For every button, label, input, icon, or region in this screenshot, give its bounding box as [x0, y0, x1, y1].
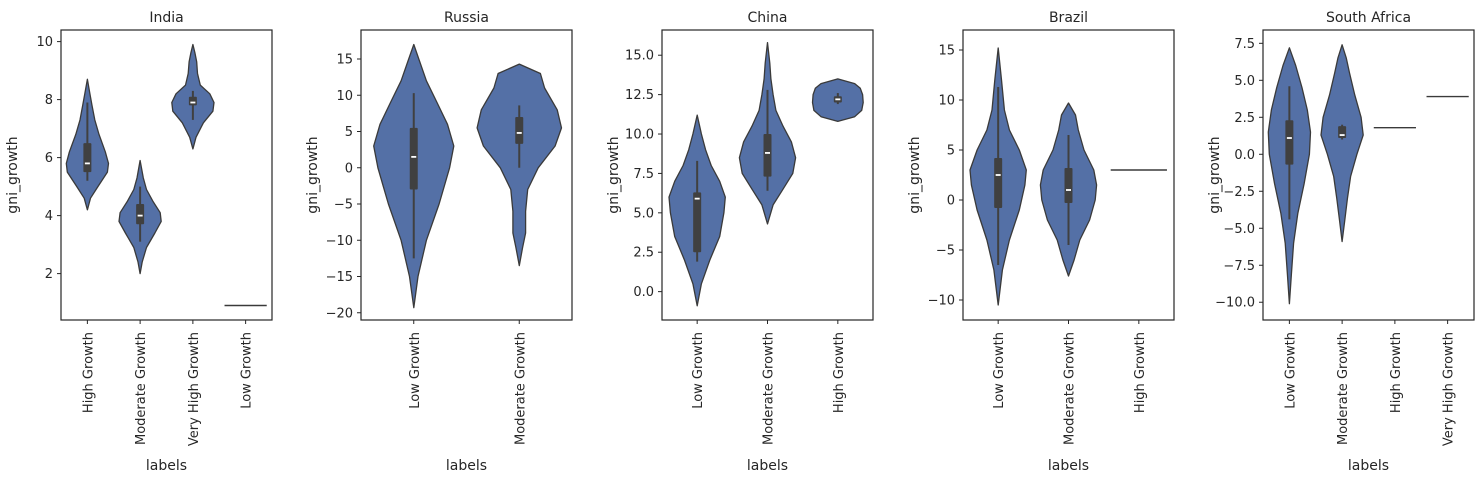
y-tick-label: 10.0 — [625, 128, 654, 143]
y-tick-label: 6 — [45, 151, 53, 166]
y-tick-label: −10 — [326, 234, 353, 249]
y-axis-label: gni_growth — [606, 136, 622, 213]
x-tick-label: High Growth — [1133, 332, 1148, 413]
y-tick-label: 7.5 — [1234, 37, 1255, 52]
violin-iqr-box — [693, 192, 702, 253]
violin-iqr-box — [1338, 126, 1347, 139]
y-axis-label: gni_growth — [305, 136, 321, 213]
axes-frame — [360, 29, 573, 321]
axes-frame — [1262, 29, 1475, 321]
violin-iqr-box — [83, 143, 92, 173]
panel-india: India labels gni_growth 2 4 6 8 10 High Growt… — [5, 10, 273, 474]
violin-iqr-box — [515, 117, 524, 144]
x-tick-label: Low Growth — [240, 332, 255, 409]
violin-iqr-box — [409, 127, 418, 190]
x-tick-label: High Growth — [832, 332, 847, 413]
panel-title: India — [149, 10, 183, 26]
violin-iqr-box — [763, 134, 772, 177]
y-tick-label: −7.5 — [1223, 259, 1255, 274]
y-tick-label: −10 — [928, 294, 955, 309]
y-tick-label: 5 — [345, 125, 353, 140]
y-tick-label: 4 — [45, 209, 53, 224]
x-tick-label: High Growth — [1389, 332, 1404, 413]
x-tick-label: Moderate Growth — [762, 332, 777, 445]
violin-iqr-box — [1064, 168, 1073, 203]
y-tick-label: 15 — [336, 53, 353, 68]
y-tick-label: 12.5 — [625, 88, 654, 103]
x-tick-label: High Growth — [81, 332, 96, 413]
y-tick-label: 0 — [947, 194, 955, 209]
violin-iqr-box — [188, 96, 197, 106]
x-tick-label: Moderate Growth — [1336, 332, 1351, 445]
x-tick-label: Moderate Growth — [1063, 332, 1078, 445]
y-tick-label: 5 — [947, 144, 955, 159]
y-tick-label: −10.0 — [1215, 296, 1255, 311]
y-tick-label: 2 — [45, 267, 53, 282]
x-axis-label: labels — [446, 458, 487, 474]
x-tick-label: Very High Growth — [187, 332, 202, 446]
y-tick-label: 0.0 — [1234, 148, 1255, 163]
x-axis-label: labels — [146, 458, 187, 474]
y-tick-label: −5 — [936, 244, 955, 259]
panel-title: Russia — [444, 10, 489, 26]
y-tick-label: 10 — [938, 94, 955, 109]
y-tick-label: 5.0 — [1234, 74, 1255, 89]
panel-russia: Russia labels gni_growth −20 −15 −10 −5 0 5 10… — [305, 10, 573, 474]
x-tick-label: Low Growth — [992, 332, 1007, 409]
y-tick-label: 5.0 — [633, 206, 654, 221]
y-axis-label: gni_growth — [5, 136, 21, 213]
x-axis-label: labels — [747, 458, 788, 474]
violin-iqr-box — [994, 158, 1003, 208]
x-axis-label: labels — [1348, 458, 1389, 474]
y-tick-label: −20 — [326, 306, 353, 321]
y-tick-label: −15 — [326, 270, 353, 285]
y-tick-label: 8 — [45, 93, 53, 108]
panel-title: Brazil — [1049, 10, 1088, 26]
x-tick-label: Low Growth — [691, 332, 706, 409]
y-tick-label: 0 — [345, 161, 353, 176]
y-axis-label: gni_growth — [1207, 136, 1223, 213]
axes-frame — [60, 29, 273, 321]
panel-china: China labels gni_growth 0.0 2.5 5.0 7.5 10.0… — [606, 10, 874, 474]
panel-brazil: Brazil labels gni_growth −10 −5 0 5 10 15 Low … — [907, 10, 1175, 474]
panel-title: South Africa — [1326, 10, 1411, 26]
x-tick-label: Moderate Growth — [513, 332, 528, 445]
violin-body — [1320, 44, 1364, 243]
x-tick-label: Very High Growth — [1442, 332, 1457, 446]
y-tick-label: 2.5 — [633, 246, 654, 261]
y-tick-label: 15.0 — [625, 49, 654, 64]
y-tick-label: 10 — [36, 35, 53, 50]
x-axis-label: labels — [1048, 458, 1089, 474]
panel-title: China — [748, 10, 788, 26]
panel-south-africa: South Africa labels gni_growth −10.0 −7.5… — [1207, 10, 1475, 474]
y-tick-label: 2.5 — [1234, 111, 1255, 126]
x-tick-label: Low Growth — [408, 332, 423, 409]
y-tick-label: 10 — [336, 89, 353, 104]
y-tick-label: 15 — [938, 44, 955, 59]
x-tick-label: Low Growth — [1283, 332, 1298, 409]
y-tick-label: −2.5 — [1223, 185, 1255, 200]
y-tick-label: −5.0 — [1223, 222, 1255, 237]
y-tick-label: 7.5 — [633, 167, 654, 182]
violin-iqr-box — [136, 204, 145, 225]
y-tick-label: −5 — [334, 198, 353, 213]
x-tick-label: Moderate Growth — [134, 332, 149, 445]
y-tick-label: 0.0 — [633, 285, 654, 300]
y-axis-label: gni_growth — [907, 136, 923, 213]
violin-iqr-box — [1285, 120, 1294, 165]
